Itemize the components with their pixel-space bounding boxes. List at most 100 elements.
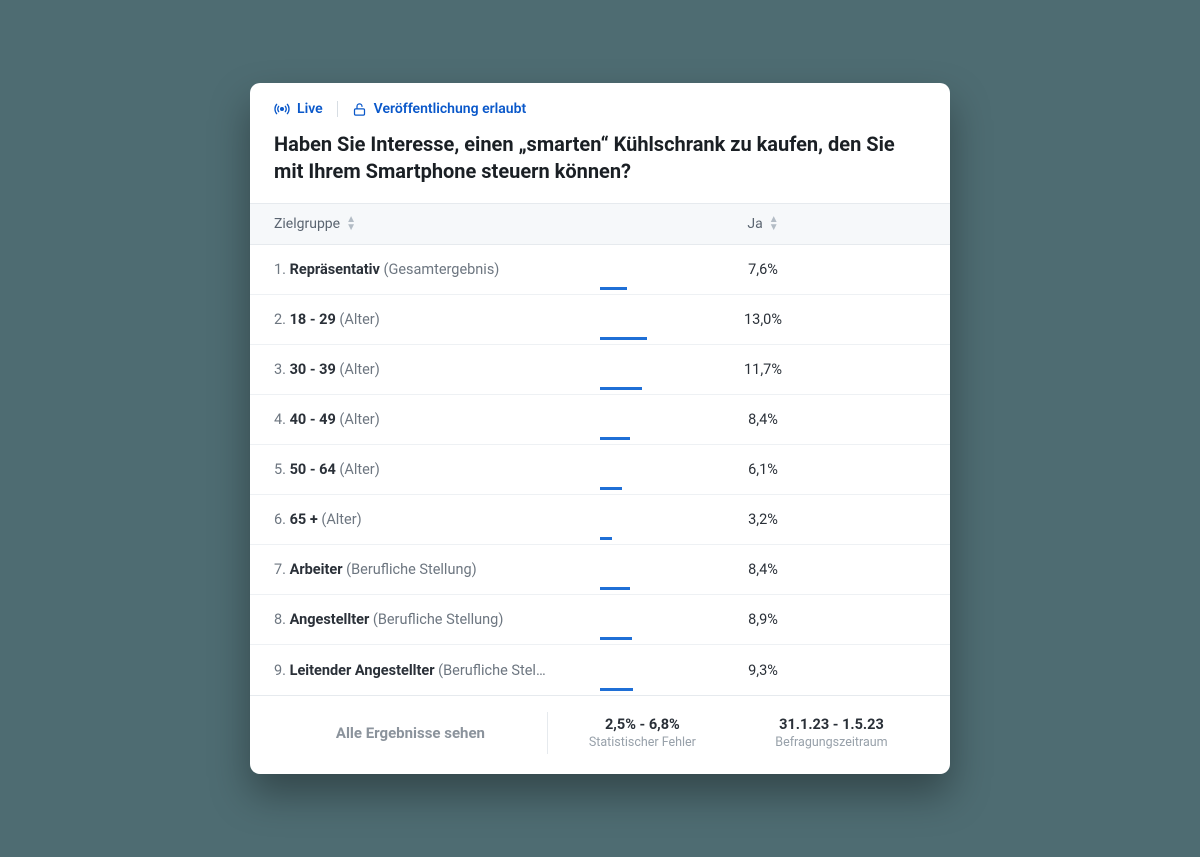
row-percent: 6,1% — [748, 461, 778, 478]
row-index: 1. — [274, 261, 286, 278]
row-label: 6. 65 + (Alter) — [274, 511, 600, 528]
row-name: Arbeiter — [290, 561, 343, 578]
row-percent: 8,9% — [748, 611, 778, 628]
col-value-label: Ja — [747, 216, 762, 232]
table-row[interactable]: 7. Arbeiter (Berufliche Stellung) 8,4% — [250, 545, 950, 595]
row-bar — [600, 587, 630, 590]
row-category: (Alter) — [339, 361, 379, 378]
table-row[interactable]: 6. 65 + (Alter) 3,2% — [250, 495, 950, 545]
row-category: (Alter) — [339, 411, 379, 428]
row-value: 8,9% — [600, 611, 926, 628]
row-percent: 8,4% — [748, 411, 778, 428]
row-label: 1. Repräsentativ (Gesamtergebnis) — [274, 261, 600, 278]
row-category: (Gesamtergebnis) — [383, 261, 499, 278]
table-row[interactable]: 2. 18 - 29 (Alter) 13,0% — [250, 295, 950, 345]
card-footer: Alle Ergebnisse sehen 2,5% - 6,8% Statis… — [250, 695, 950, 774]
survey-card: Live Veröffentlichung erlaubt Haben Sie … — [250, 83, 950, 774]
col-header-value[interactable]: Ja ▲▼ — [600, 216, 926, 232]
table-header: Zielgruppe ▲▼ Ja ▲▼ — [250, 203, 950, 245]
status-divider — [337, 101, 338, 117]
row-category: (Alter) — [321, 511, 361, 528]
row-value: 9,3% — [600, 662, 926, 679]
live-status: Live — [274, 101, 323, 117]
row-label: 7. Arbeiter (Berufliche Stellung) — [274, 561, 600, 578]
table-body: 1. Repräsentativ (Gesamtergebnis) 7,6% 2. … — [250, 245, 950, 695]
table-row[interactable]: 1. Repräsentativ (Gesamtergebnis) 7,6% — [250, 245, 950, 295]
row-percent: 13,0% — [744, 311, 782, 328]
live-label: Live — [297, 101, 323, 117]
row-index: 3. — [274, 361, 286, 378]
table-row[interactable]: 9. Leitender Angestellter (Berufliche St… — [250, 645, 950, 695]
row-index: 7. — [274, 561, 286, 578]
row-percent: 8,4% — [748, 561, 778, 578]
row-percent: 11,7% — [744, 361, 782, 378]
error-value: 2,5% - 6,8% — [548, 716, 737, 733]
row-bar — [600, 688, 633, 691]
see-all-button[interactable]: Alle Ergebnisse sehen — [274, 712, 548, 754]
row-index: 9. — [274, 662, 286, 679]
row-name: 40 - 49 — [290, 411, 336, 428]
row-category: (Alter) — [339, 461, 379, 478]
table-row[interactable]: 4. 40 - 49 (Alter) 8,4% — [250, 395, 950, 445]
publish-status: Veröffentlichung erlaubt — [352, 101, 527, 117]
row-name: 18 - 29 — [290, 311, 336, 328]
row-bar — [600, 637, 632, 640]
row-label: 2. 18 - 29 (Alter) — [274, 311, 600, 328]
row-index: 5. — [274, 461, 286, 478]
row-label: 5. 50 - 64 (Alter) — [274, 461, 600, 478]
row-index: 6. — [274, 511, 286, 528]
period-value: 31.1.23 - 1.5.23 — [737, 716, 926, 733]
row-bar — [600, 487, 622, 490]
row-index: 2. — [274, 311, 286, 328]
broadcast-icon — [274, 101, 290, 117]
row-value: 8,4% — [600, 561, 926, 578]
status-row: Live Veröffentlichung erlaubt — [274, 101, 926, 117]
table-row[interactable]: 3. 30 - 39 (Alter) 11,7% — [250, 345, 950, 395]
row-category: (Alter) — [339, 311, 379, 328]
row-name: Repräsentativ — [290, 261, 380, 278]
sort-icon: ▲▼ — [769, 216, 779, 232]
card-header: Live Veröffentlichung erlaubt Haben Sie … — [250, 83, 950, 203]
col-header-group[interactable]: Zielgruppe ▲▼ — [274, 216, 600, 232]
row-name: Angestellter — [290, 611, 370, 628]
row-percent: 7,6% — [748, 261, 778, 278]
row-value: 6,1% — [600, 461, 926, 478]
col-group-label: Zielgruppe — [274, 216, 340, 232]
row-percent: 3,2% — [748, 511, 778, 528]
row-bar — [600, 287, 627, 290]
row-index: 8. — [274, 611, 286, 628]
table-row[interactable]: 8. Angestellter (Berufliche Stellung) 8,9… — [250, 595, 950, 645]
table-row[interactable]: 5. 50 - 64 (Alter) 6,1% — [250, 445, 950, 495]
row-value: 7,6% — [600, 261, 926, 278]
row-name: 65 + — [290, 511, 318, 528]
row-bar — [600, 437, 630, 440]
row-name: Leitender Angestellter — [290, 662, 435, 679]
unlock-icon — [352, 102, 367, 117]
row-category: (Berufliche Stellung) — [346, 561, 477, 578]
row-name: 30 - 39 — [290, 361, 336, 378]
row-category: (Berufliche Stel… — [438, 662, 545, 679]
row-category: (Berufliche Stellung) — [373, 611, 504, 628]
row-bar — [600, 337, 647, 340]
row-label: 3. 30 - 39 (Alter) — [274, 361, 600, 378]
row-percent: 9,3% — [748, 662, 778, 679]
row-value: 13,0% — [600, 311, 926, 328]
row-value: 11,7% — [600, 361, 926, 378]
survey-question: Haben Sie Interesse, einen „smarten“ Küh… — [274, 131, 926, 203]
row-name: 50 - 64 — [290, 461, 336, 478]
footer-error: 2,5% - 6,8% Statistischer Fehler — [548, 716, 737, 750]
row-label: 8. Angestellter (Berufliche Stellung) — [274, 611, 600, 628]
row-value: 3,2% — [600, 511, 926, 528]
row-bar — [600, 387, 642, 390]
sort-icon: ▲▼ — [346, 216, 356, 232]
period-label: Befragungszeitraum — [737, 735, 926, 750]
row-label: 4. 40 - 49 (Alter) — [274, 411, 600, 428]
publish-label: Veröffentlichung erlaubt — [374, 101, 527, 117]
see-all-label: Alle Ergebnisse sehen — [336, 724, 485, 742]
row-index: 4. — [274, 411, 286, 428]
row-bar — [600, 537, 612, 540]
row-label: 9. Leitender Angestellter (Berufliche St… — [274, 662, 600, 679]
error-label: Statistischer Fehler — [548, 735, 737, 750]
row-value: 8,4% — [600, 411, 926, 428]
footer-period: 31.1.23 - 1.5.23 Befragungszeitraum — [737, 716, 926, 750]
